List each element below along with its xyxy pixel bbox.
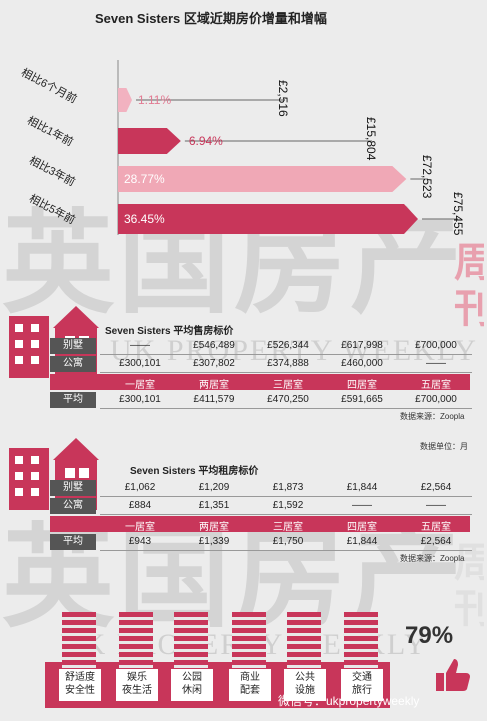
- price-chart: 1.11% 6.94% 28.77% 36.45%: [117, 60, 458, 235]
- rent-table-title: Seven Sisters 平均租房标价: [130, 466, 259, 477]
- room-header: 五居室: [421, 380, 451, 391]
- data-source: 数据来源：Zoopla: [400, 554, 465, 563]
- amenity-label: 公园 休闲: [170, 668, 214, 702]
- room-header: 三居室: [273, 522, 303, 533]
- wechat-handle: 微信号：ukpropertyweekly: [278, 694, 420, 708]
- row-divider: [100, 354, 472, 355]
- amenity-bar: [174, 612, 208, 668]
- room-header: 四居室: [347, 380, 377, 391]
- table-cell: £700,000: [415, 340, 457, 351]
- row-tag: 别墅: [50, 338, 96, 354]
- row-divider: [100, 514, 472, 515]
- table-cell: £526,344: [267, 340, 309, 351]
- amenity-label: 交通 旅行: [340, 668, 384, 702]
- amenity-bar: [62, 612, 96, 668]
- room-header-band: [50, 516, 470, 532]
- table-cell: £1,873: [272, 482, 304, 493]
- amenity-bar: [232, 612, 266, 668]
- bar-2: [118, 166, 407, 192]
- amenity-bar: [119, 612, 153, 668]
- bar-1: [118, 128, 181, 154]
- table-cell: £591,665: [341, 394, 383, 405]
- table-cell: £1,844: [346, 536, 378, 547]
- amenity-bar: [344, 612, 378, 668]
- increment-label-6m: £2,516: [276, 80, 290, 117]
- amenity-label: 舒适度 安全性: [58, 668, 102, 702]
- watermark-en-top: UK PROPERTY WEEKLY: [110, 334, 478, 367]
- table-cell: ——: [426, 358, 446, 369]
- chart-title: Seven Sisters 区域近期房价增量和增幅: [95, 11, 327, 26]
- table-cell: £470,250: [267, 394, 309, 405]
- amenity-label: 娱乐 夜生活: [115, 668, 159, 702]
- table-cell: £1,750: [272, 536, 304, 547]
- room-header: 四居室: [347, 522, 377, 533]
- table-cell: £307,802: [193, 358, 235, 369]
- satisfaction-percent: 79%: [405, 622, 454, 649]
- table-cell: £460,000: [341, 358, 383, 369]
- watermark-side-top: 周刊: [454, 241, 484, 331]
- pct-label-0: 1.11%: [138, 93, 171, 107]
- bar-3: [118, 204, 418, 234]
- increment-label-5y: £75,455: [451, 192, 465, 236]
- room-header: 一居室: [125, 522, 155, 533]
- watermark-side-bottom: 周刊: [454, 541, 484, 631]
- rent-table-unit: 数据单位：月: [420, 442, 468, 451]
- table-cell: £1,592: [272, 500, 304, 511]
- row-divider: [100, 372, 472, 373]
- row-divider: [100, 408, 472, 409]
- amenities-bar: [45, 662, 390, 708]
- row-tag: 公寓: [50, 356, 96, 372]
- table-cell: £943: [128, 536, 152, 547]
- table-cell: £617,998: [341, 340, 383, 351]
- table-cell: £2,564: [420, 482, 452, 493]
- room-header: 两居室: [199, 380, 229, 391]
- table-cell: £374,888: [267, 358, 309, 369]
- room-header-band: [50, 374, 470, 390]
- room-header: 三居室: [273, 380, 303, 391]
- table-cell: £300,101: [119, 394, 161, 405]
- table-cell: £300,101: [119, 358, 161, 369]
- amenity-label: 公共 设施: [283, 668, 327, 702]
- increment-label-3y: £72,523: [420, 155, 434, 199]
- table-cell: ——: [130, 340, 150, 351]
- room-header: 一居室: [125, 380, 155, 391]
- table-cell: £546,489: [193, 340, 235, 351]
- pct-label-1: 6.94%: [189, 134, 223, 148]
- table-cell: £1,209: [198, 482, 230, 493]
- pct-label-3: 36.45%: [124, 212, 165, 226]
- row-divider: [100, 496, 472, 497]
- table-cell: £1,062: [124, 482, 156, 493]
- table-cell: £1,351: [198, 500, 230, 511]
- thumbs-up-icon: [436, 659, 470, 691]
- amenity-label: 商业 配套: [228, 668, 272, 702]
- room-header: 五居室: [421, 522, 451, 533]
- row-tag: 别墅: [50, 480, 96, 496]
- row-tag: 公寓: [50, 498, 96, 514]
- row-tag: 平均: [50, 392, 96, 408]
- room-header: 两居室: [199, 522, 229, 533]
- row-tag: 平均: [50, 534, 96, 550]
- sale-table-title: Seven Sisters 平均售房标价: [105, 326, 234, 337]
- table-cell: £1,339: [198, 536, 230, 547]
- table-cell: £700,000: [415, 394, 457, 405]
- table-cell: £884: [128, 500, 152, 511]
- table-cell: £1,844: [346, 482, 378, 493]
- amenity-bar: [287, 612, 321, 668]
- bar-0: [118, 88, 132, 112]
- table-cell: ——: [426, 500, 446, 511]
- data-source: 数据来源：Zoopla: [400, 412, 465, 421]
- table-cell: ——: [352, 500, 372, 511]
- table-cell: £2,564: [420, 536, 452, 547]
- pct-label-2: 28.77%: [124, 172, 165, 186]
- increment-label-1y: £15,804: [364, 117, 378, 161]
- row-divider: [100, 550, 472, 551]
- table-cell: £411,579: [193, 394, 235, 405]
